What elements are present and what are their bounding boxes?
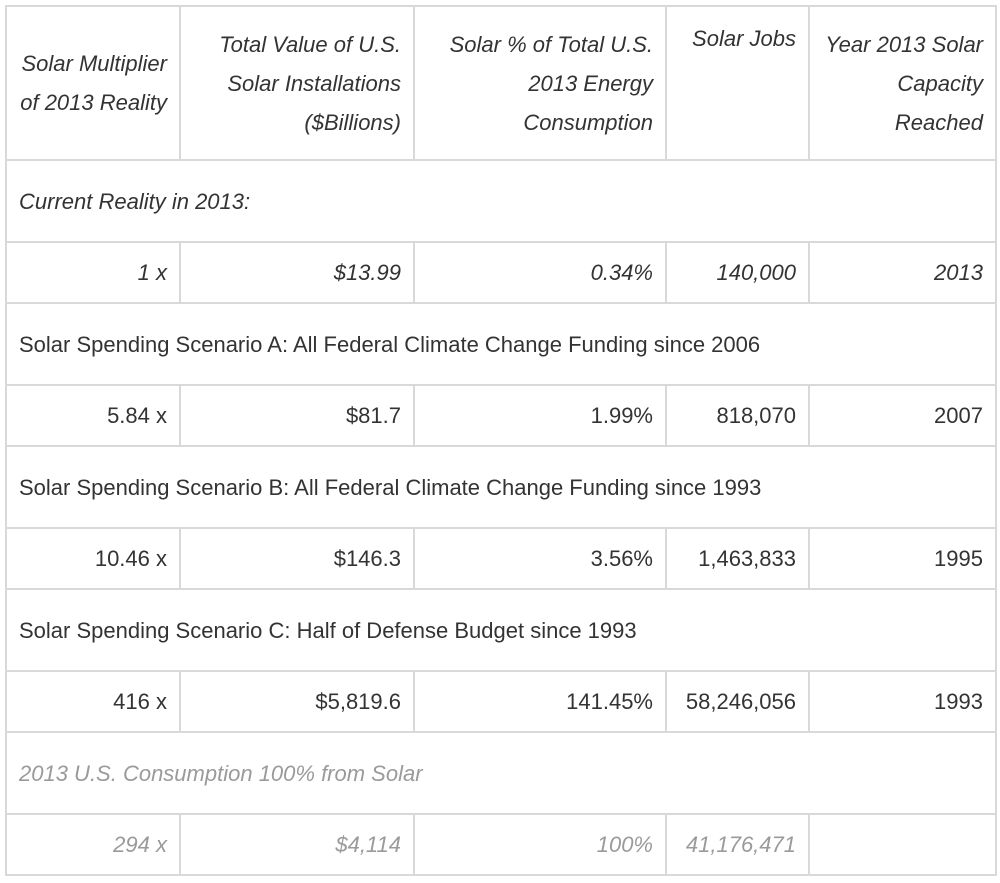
section-title: Current Reality in 2013: [5, 159, 997, 243]
cell-solar-percent: 3.56% [413, 527, 667, 590]
table-row: 294 x $4,114 100% 41,176,471 [5, 813, 997, 876]
cell-solar-percent: 100% [413, 813, 667, 876]
cell-year-reached: 2007 [808, 384, 997, 447]
section-title: 2013 U.S. Consumption 100% from Solar [5, 731, 997, 815]
table-row: 416 x $5,819.6 141.45% 58,246,056 1993 [5, 670, 997, 733]
cell-solar-percent: 141.45% [413, 670, 667, 733]
section-title: Solar Spending Scenario C: Half of Defen… [5, 588, 997, 672]
column-header-year-reached: Year 2013 Solar Capacity Reached [808, 5, 997, 161]
cell-total-value: $13.99 [179, 241, 415, 304]
cell-multiplier: 10.46 x [5, 527, 181, 590]
header-row: Solar Multiplier of 2013 Reality Total V… [5, 5, 997, 161]
column-header-multiplier: Solar Multiplier of 2013 Reality [5, 5, 181, 161]
cell-total-value: $5,819.6 [179, 670, 415, 733]
table-row: 5.84 x $81.7 1.99% 818,070 2007 [5, 384, 997, 447]
column-header-solar-jobs: Solar Jobs [665, 5, 810, 161]
cell-year-reached: 1993 [808, 670, 997, 733]
cell-solar-jobs: 1,463,833 [665, 527, 810, 590]
section-title: Solar Spending Scenario B: All Federal C… [5, 445, 997, 529]
table-row: 10.46 x $146.3 3.56% 1,463,833 1995 [5, 527, 997, 590]
cell-solar-percent: 0.34% [413, 241, 667, 304]
cell-solar-percent: 1.99% [413, 384, 667, 447]
cell-solar-jobs: 818,070 [665, 384, 810, 447]
column-header-total-value: Total Value of U.S. Solar Installations … [179, 5, 415, 161]
cell-multiplier: 1 x [5, 241, 181, 304]
table-row: 1 x $13.99 0.34% 140,000 2013 [5, 241, 997, 304]
solar-scenarios-table: Solar Multiplier of 2013 Reality Total V… [5, 5, 997, 876]
section-row-scenario-b: Solar Spending Scenario B: All Federal C… [5, 445, 997, 529]
cell-year-reached [808, 813, 997, 876]
section-row-scenario-c: Solar Spending Scenario C: Half of Defen… [5, 588, 997, 672]
column-header-solar-percent: Solar % of Total U.S. 2013 Energy Consum… [413, 5, 667, 161]
cell-year-reached: 1995 [808, 527, 997, 590]
cell-multiplier: 5.84 x [5, 384, 181, 447]
cell-multiplier: 294 x [5, 813, 181, 876]
section-row-current-reality: Current Reality in 2013: [5, 159, 997, 243]
cell-solar-jobs: 41,176,471 [665, 813, 810, 876]
cell-solar-jobs: 58,246,056 [665, 670, 810, 733]
section-row-scenario-a: Solar Spending Scenario A: All Federal C… [5, 302, 997, 386]
section-title: Solar Spending Scenario A: All Federal C… [5, 302, 997, 386]
section-row-full-solar: 2013 U.S. Consumption 100% from Solar [5, 731, 997, 815]
cell-total-value: $81.7 [179, 384, 415, 447]
cell-total-value: $4,114 [179, 813, 415, 876]
cell-total-value: $146.3 [179, 527, 415, 590]
cell-multiplier: 416 x [5, 670, 181, 733]
cell-year-reached: 2013 [808, 241, 997, 304]
cell-solar-jobs: 140,000 [665, 241, 810, 304]
